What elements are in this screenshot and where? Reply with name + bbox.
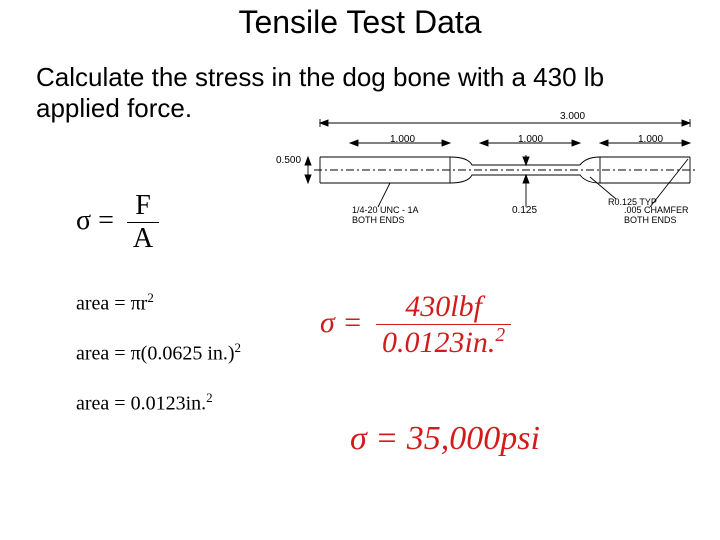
page-title: Tensile Test Data bbox=[0, 4, 720, 41]
area-eq-2: area = π(0.0625 in.)2 bbox=[76, 340, 241, 366]
red-eq-1-num: 430lbf bbox=[376, 290, 511, 324]
red-eq-1-lhs: σ = bbox=[320, 306, 363, 339]
red-eq-1-den: 0.0123in.2 bbox=[376, 324, 511, 360]
fraction-icon: 430lbf 0.0123in.2 bbox=[376, 290, 511, 360]
dim-gauge-dia: 0.125 bbox=[512, 205, 537, 216]
dim-grip-len: 1.000 bbox=[390, 134, 415, 145]
red-eq-1-den-pre: 0.0123in. bbox=[382, 326, 495, 359]
slide: Tensile Test Data Calculate the stress i… bbox=[0, 0, 720, 540]
area-eq-1: area = πr2 bbox=[76, 290, 154, 316]
dim-overall: 3.000 bbox=[560, 111, 585, 122]
fraction-icon: F A bbox=[127, 190, 159, 255]
sigma-lhs: σ = bbox=[76, 205, 114, 236]
red-eq-2: σ = 35,000psi bbox=[350, 420, 540, 458]
dogbone-diagram: 3.000 0.500 1.000 1.000 1.000 0.125 1/4-… bbox=[290, 115, 710, 235]
area-eq-2-text: area = π(0.0625 in.) bbox=[76, 343, 235, 365]
note-thread: 1/4-20 UNC - 1A BOTH ENDS bbox=[352, 205, 419, 226]
sigma-formula: σ = F A bbox=[76, 190, 159, 255]
area-eq-2-sup: 2 bbox=[235, 340, 242, 355]
dim-gauge-len: 1.000 bbox=[518, 134, 543, 145]
area-eq-3-text: area = 0.0123in. bbox=[76, 393, 206, 415]
sigma-den: A bbox=[127, 222, 159, 255]
area-eq-3: area = 0.0123in.2 bbox=[76, 390, 213, 416]
note-chamfer: .005 CHAMFER BOTH ENDS bbox=[624, 205, 689, 226]
dim-right-len: 1.000 bbox=[638, 134, 663, 145]
sigma-num: F bbox=[127, 190, 159, 222]
area-eq-1-sup: 2 bbox=[147, 290, 154, 305]
red-eq-1-den-sup: 2 bbox=[495, 325, 505, 346]
dim-grip-dia: 0.500 bbox=[276, 155, 301, 166]
red-eq-1: σ = 430lbf 0.0123in.2 bbox=[320, 290, 511, 360]
area-eq-3-sup: 2 bbox=[206, 390, 213, 405]
area-eq-1-text: area = πr bbox=[76, 293, 147, 315]
